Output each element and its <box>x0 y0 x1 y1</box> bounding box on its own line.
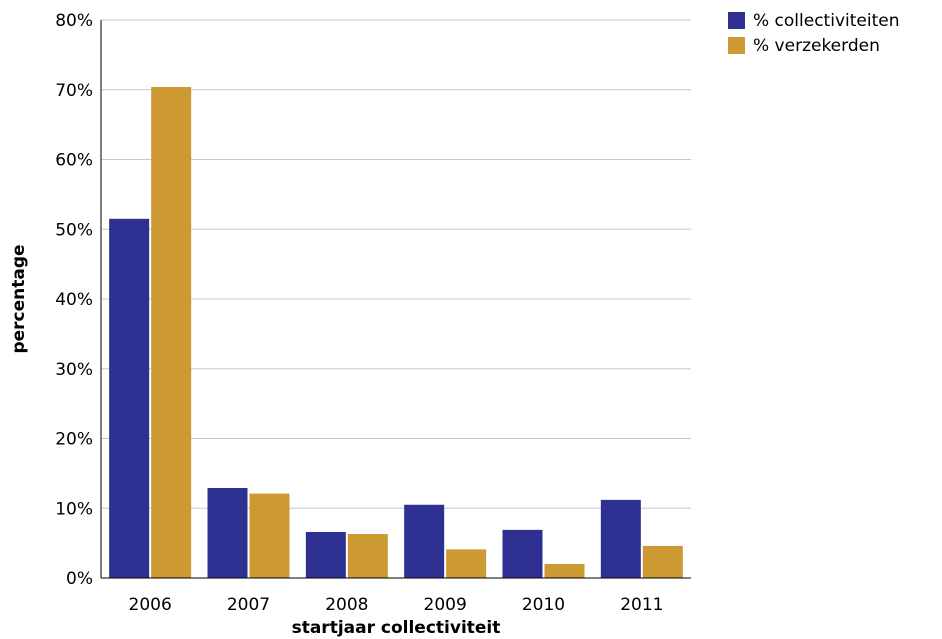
legend-swatch-verzekerden <box>728 37 745 54</box>
bar-collectiviteiten-2008 <box>305 531 346 578</box>
legend-label-collectiviteiten: % collectiviteiten <box>753 10 900 31</box>
bar-verzekerden-2007 <box>249 493 290 578</box>
bars <box>109 86 683 579</box>
x-tick-label: 2010 <box>522 595 565 615</box>
x-axis-label: startjaar collectiviteit <box>292 618 501 638</box>
y-tick-label: 60% <box>55 151 93 171</box>
gridlines <box>101 19 691 509</box>
y-tick-label: 20% <box>55 430 93 450</box>
y-tick-label: 0% <box>66 569 93 589</box>
x-tick-label: 2009 <box>424 595 467 615</box>
legend: % collectiviteiten % verzekerden <box>728 8 899 58</box>
legend-item-collectiviteiten: % collectiviteiten <box>728 8 899 33</box>
bar-collectiviteiten-2007 <box>207 488 248 578</box>
legend-item-verzekerden: % verzekerden <box>728 33 899 58</box>
bar-collectiviteiten-2011 <box>600 499 641 578</box>
x-tick-labels: 2006 2007 2008 2009 2010 2011 <box>129 595 664 615</box>
y-axis-label: percentage <box>9 244 29 353</box>
y-tick-label: 30% <box>55 360 93 380</box>
bar-verzekerden-2011 <box>642 545 683 578</box>
x-tick-label: 2011 <box>620 595 663 615</box>
y-tick-label: 70% <box>55 81 93 101</box>
y-tick-label: 50% <box>55 220 93 240</box>
y-tick-label: 10% <box>55 499 93 519</box>
bar-verzekerden-2009 <box>446 549 487 578</box>
bar-collectiviteiten-2009 <box>404 504 445 578</box>
x-tick-label: 2007 <box>227 595 270 615</box>
bar-verzekerden-2008 <box>347 534 388 578</box>
legend-label-verzekerden: % verzekerden <box>753 35 880 56</box>
bar-verzekerden-2006 <box>151 86 192 579</box>
bar-collectiviteiten-2006 <box>109 218 150 578</box>
x-tick-label: 2006 <box>129 595 172 615</box>
bar-collectiviteiten-2010 <box>502 529 543 578</box>
x-tick-label: 2008 <box>325 595 368 615</box>
axes <box>100 20 691 579</box>
y-tick-labels: 0% 10% 20% 30% 40% 50% 60% 70% 80% <box>55 11 93 589</box>
y-tick-label: 80% <box>55 11 93 31</box>
bar-verzekerden-2010 <box>544 564 585 578</box>
legend-swatch-collectiviteiten <box>728 12 745 29</box>
y-tick-label: 40% <box>55 290 93 310</box>
